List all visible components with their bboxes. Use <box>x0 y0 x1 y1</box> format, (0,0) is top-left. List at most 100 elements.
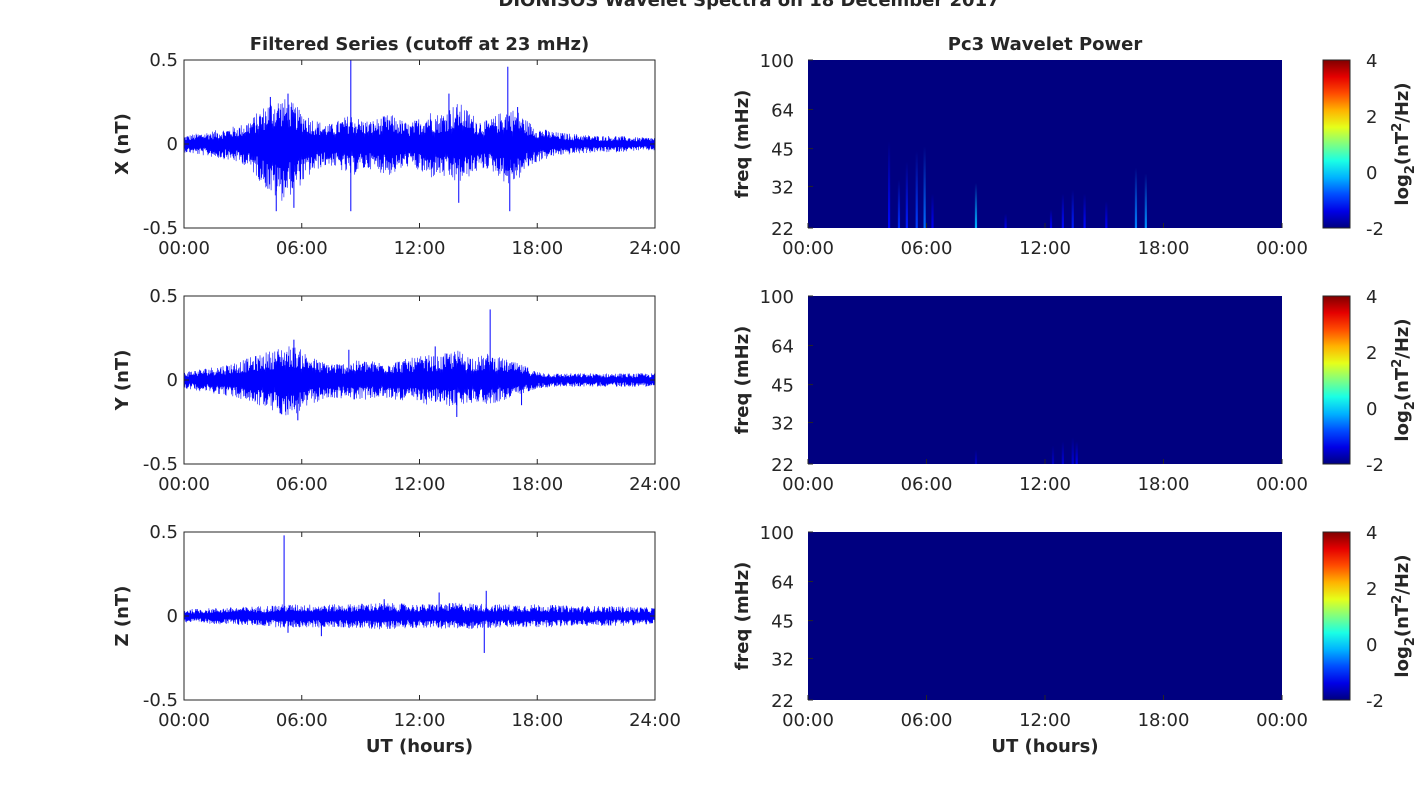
wp-x-ylabel: freq (mHz) <box>732 90 753 199</box>
ts-y-panel: -0.5 0 0.5 00:00 06:00 12:00 18:00 24:00 Y (nT) <box>112 286 681 495</box>
ts-z-xtick-label-2: 12:00 <box>394 710 446 731</box>
wp-x-colorbar-tick-0: -2 <box>1366 219 1384 240</box>
wp-y-colorbar-tick-2: 2 <box>1366 343 1377 364</box>
wp-z-colorbar-tick-1: 0 <box>1366 635 1377 656</box>
wp-x-xtick-label-2: 12:00 <box>1019 238 1071 259</box>
wp-z-panel: 22 32 45 64 100 -2 0 2 4 log2(nT2/Hz) 00:00 06:00 12… <box>732 523 1418 757</box>
ts-y-xtick-label-2: 12:00 <box>394 474 446 495</box>
wp-z-ylabel: freq (mHz) <box>732 562 753 671</box>
wp-x-xtick-label-1: 06:00 <box>901 238 953 259</box>
ts-x-xtick-label-4: 24:00 <box>629 238 681 259</box>
ts-z-ytick-label-0: -0.5 <box>143 690 178 711</box>
ts-x-xtick-label-1: 06:00 <box>276 238 328 259</box>
wp-x-colorbar-tick-1: 0 <box>1366 163 1377 184</box>
wp-x-xtick-label-4: 00:00 <box>1256 238 1308 259</box>
ts-y-ytick-label-2: 0.5 <box>149 286 178 307</box>
wp-z-ytick-label-4: 100 <box>760 523 794 544</box>
wp-x-xtick-label-0: 00:00 <box>782 238 834 259</box>
ts-z-xtick-label-3: 18:00 <box>511 710 563 731</box>
wp-x-power-streak-8 <box>1050 209 1052 228</box>
wp-x-heatmap-area <box>808 60 1282 228</box>
wp-x-power-streak-11 <box>1084 194 1086 228</box>
wp-z-ytick-label-0: 22 <box>771 691 794 712</box>
wp-y-ytick-label-3: 64 <box>771 337 794 358</box>
ts-x-ytick-label-2: 0.5 <box>149 50 178 71</box>
wp-x-power-streak-14 <box>1145 173 1147 228</box>
wp-z-colorbar-label: log2(nT2/Hz) <box>1390 554 1418 677</box>
wp-y-xtick-label-3: 18:00 <box>1138 474 1190 495</box>
ts-y-ytick-label-1: 0 <box>167 370 178 391</box>
ts-z-panel: -0.500.500:00 06:00 12:00 18:00 24:00UT (hou… <box>112 522 681 757</box>
wp-z-heatmap-area <box>808 532 1282 700</box>
wp-y-power-streak-1 <box>1052 445 1054 464</box>
wp-y-colorbar-tick-1: 0 <box>1366 399 1377 420</box>
wp-z-ytick-label-2: 45 <box>771 612 794 633</box>
wp-x-power-streak-4 <box>924 146 926 228</box>
wp-y-ytick-label-4: 100 <box>760 287 794 308</box>
ts-x-ytick-label-1: 0 <box>167 134 178 155</box>
wp-z-xtick-label-1: 06:00 <box>901 710 953 731</box>
ts-y-xtick-label-1: 06:00 <box>276 474 328 495</box>
ts-y-xtick-label-3: 18:00 <box>511 474 563 495</box>
wp-x-ytick-label-1: 32 <box>771 177 794 198</box>
wp-z-xtick-label-2: 12:00 <box>1019 710 1071 731</box>
wp-z-xtick-label-4: 00:00 <box>1256 710 1308 731</box>
ts-z-xtick-label-0: 00:00 <box>158 710 210 731</box>
wp-x-colorbar-tick-2: 2 <box>1366 107 1377 128</box>
wp-x-colorbar-tick-3: 4 <box>1366 51 1377 72</box>
wp-x-xtick-label-3: 18:00 <box>1138 238 1190 259</box>
ts-z-xtick-label-4: 24:00 <box>629 710 681 731</box>
wp-x-power-streak-2 <box>906 162 908 228</box>
ts-x-title: Filtered Series (cutoff at 23 mHz) <box>250 34 589 55</box>
figure-suptitle: DIONISOS Wavelet Spectra on 18 December … <box>498 0 999 11</box>
ts-y-xtick-label-4: 24:00 <box>629 474 681 495</box>
ts-x-xtick-label-3: 18:00 <box>511 238 563 259</box>
wp-z-colorbar <box>1323 532 1350 700</box>
wp-y-xtick-label-1: 06:00 <box>901 474 953 495</box>
wp-y-power-streak-4 <box>1076 441 1078 464</box>
wp-x-power-streak-6 <box>975 183 977 228</box>
wp-y-xtick-label-4: 00:00 <box>1256 474 1308 495</box>
wp-y-colorbar-tick-0: -2 <box>1366 455 1384 476</box>
wp-y-xtick-label-0: 00:00 <box>782 474 834 495</box>
wp-y-ylabel: freq (mHz) <box>732 326 753 435</box>
wp-y-power-streak-3 <box>1072 437 1074 464</box>
wp-x-colorbar <box>1323 60 1350 228</box>
wp-z-xtick-label-3: 18:00 <box>1138 710 1190 731</box>
wp-x-ytick-label-4: 100 <box>760 51 794 72</box>
wp-y-colorbar-label: log2(nT2/Hz) <box>1390 318 1418 441</box>
wp-x-ytick-label-0: 22 <box>771 219 794 240</box>
wp-x-power-streak-5 <box>931 194 933 228</box>
wp-x-power-streak-7 <box>1005 214 1007 228</box>
wp-x-colorbar-label: log2(nT2/Hz) <box>1390 82 1418 205</box>
wp-z-colorbar-tick-3: 4 <box>1366 523 1377 544</box>
wp-x-power-streak-3 <box>916 151 918 228</box>
wp-x-panel: 22 32 45 64 100 -2 0 2 4 log2(nT2/Hz) 00:00 06:00 12… <box>732 34 1418 259</box>
wp-x-power-streak-12 <box>1105 201 1107 228</box>
wp-x-power-streak-1 <box>898 180 900 228</box>
wp-y-power-streak-0 <box>975 450 977 464</box>
wp-y-power-streak-2 <box>1062 441 1064 464</box>
wp-x-power-streak-0 <box>888 141 890 228</box>
wp-x-power-streak-10 <box>1072 190 1074 228</box>
wp-x-power-streak-9 <box>1062 194 1064 228</box>
wp-x-ytick-label-3: 64 <box>771 101 794 122</box>
wp-z-ytick-label-1: 32 <box>771 649 794 670</box>
wp-z-xlabel: UT (hours) <box>991 736 1098 757</box>
wp-y-colorbar <box>1323 296 1350 464</box>
wp-x-power-streak-13 <box>1135 167 1137 228</box>
wp-y-panel: 22 32 45 64 100 -2 0 2 4 log2(nT2/Hz) 00:00 06:00 12… <box>732 287 1418 495</box>
wp-y-xtick-label-2: 12:00 <box>1019 474 1071 495</box>
wp-x-ytick-label-2: 45 <box>771 140 794 161</box>
wp-y-colorbar-tick-3: 4 <box>1366 287 1377 308</box>
wp-y-ytick-label-1: 32 <box>771 413 794 434</box>
wp-y-ytick-label-2: 45 <box>771 376 794 397</box>
ts-y-ytick-label-0: -0.5 <box>143 454 178 475</box>
ts-x-panel: -0.5 0 0.5 00:00 06:00 12:00 18:00 24:00 Filtere… <box>112 34 681 259</box>
wp-z-ytick-label-3: 64 <box>771 573 794 594</box>
wp-x-title: Pc3 Wavelet Power <box>948 34 1143 55</box>
ts-y-ylabel: Y (nT) <box>112 350 133 412</box>
ts-x-ytick-label-0: -0.5 <box>143 218 178 239</box>
ts-x-xtick-label-2: 12:00 <box>394 238 446 259</box>
